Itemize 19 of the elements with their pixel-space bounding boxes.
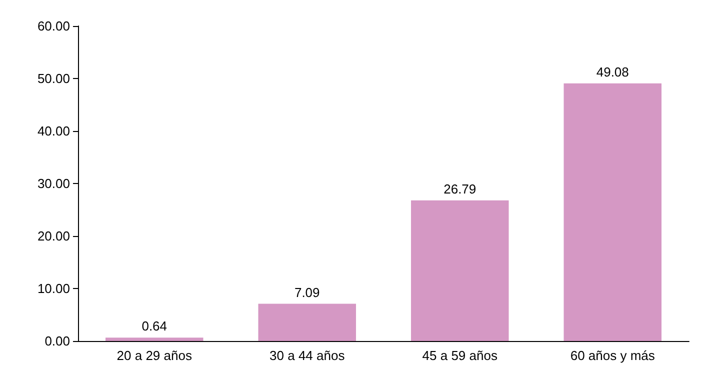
x-tick-label: 20 a 29 años — [116, 348, 192, 363]
bar — [564, 83, 662, 341]
data-label: 7.09 — [294, 284, 320, 300]
x-tick-label: 30 a 44 años — [270, 348, 346, 363]
y-tick-label: 60.00 — [37, 18, 70, 34]
y-tick-label: 50.00 — [37, 71, 70, 86]
y-tick-label: 20.00 — [37, 228, 70, 244]
bar — [105, 338, 204, 341]
bar — [258, 304, 356, 341]
y-tick-label: 40.00 — [37, 124, 70, 138]
y-tick-label: 10.00 — [37, 281, 70, 296]
x-tick-label: 60 años y más — [570, 348, 656, 363]
y-tick-label: 30.00 — [37, 176, 70, 191]
x-tick-label: 45 a 59 años — [422, 348, 498, 363]
y-tick-label: 0.00 — [44, 334, 70, 348]
data-label: 26.79 — [444, 181, 476, 196]
bar — [410, 200, 509, 341]
data-label: 49.08 — [596, 64, 629, 80]
data-label: 0.64 — [142, 318, 168, 334]
